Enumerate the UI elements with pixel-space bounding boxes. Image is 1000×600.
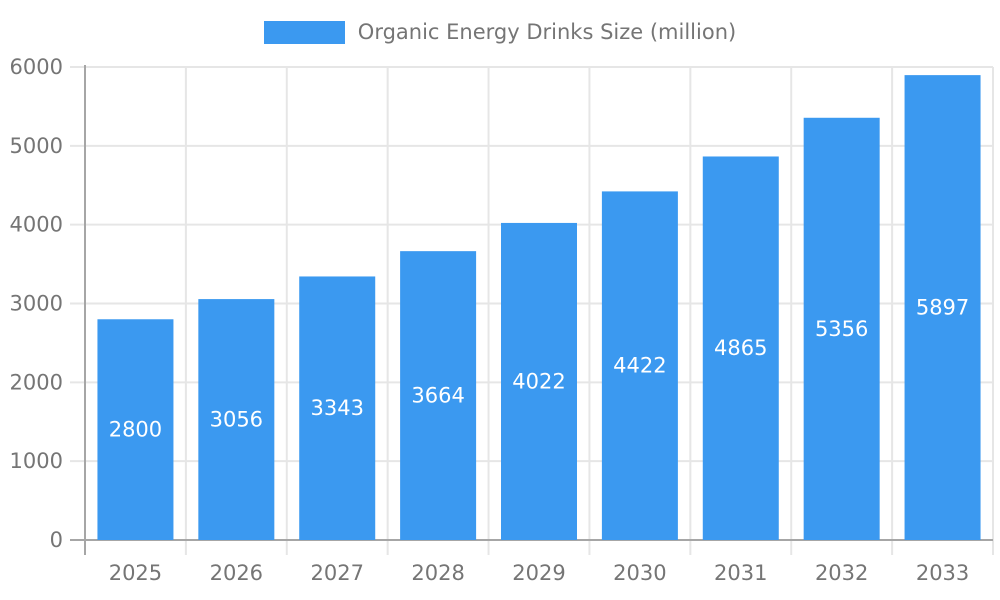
bar-2025[interactable] — [97, 319, 174, 540]
chart-legend[interactable]: Organic Energy Drinks Size (million) — [0, 20, 1000, 45]
x-tick-label: 2033 — [916, 561, 969, 585]
y-tick-label: 6000 — [10, 55, 63, 79]
legend-label: Organic Energy Drinks Size (million) — [357, 20, 737, 44]
bar-value-label: 5356 — [815, 317, 868, 341]
x-tick-label: 2025 — [109, 561, 162, 585]
bar-2030[interactable] — [601, 191, 678, 541]
y-tick-label: 0 — [50, 528, 63, 552]
bar-value-label: 2800 — [109, 418, 162, 442]
bar-value-label: 4422 — [613, 354, 666, 378]
bar-value-label: 3664 — [411, 384, 464, 408]
bar-2031[interactable] — [702, 156, 779, 540]
y-tick-label: 4000 — [10, 213, 63, 237]
x-tick-label: 2027 — [310, 561, 363, 585]
x-tick-label: 2031 — [714, 561, 767, 585]
bar-value-label: 3056 — [210, 408, 263, 432]
bar-value-label: 4865 — [714, 336, 767, 360]
bar-2032[interactable] — [803, 117, 880, 540]
bar-2027[interactable] — [299, 276, 376, 540]
y-tick-label: 2000 — [10, 370, 63, 394]
bar-value-label: 3343 — [310, 396, 363, 420]
bar-value-label: 4022 — [512, 369, 565, 393]
x-tick-label: 2032 — [815, 561, 868, 585]
x-tick-label: 2028 — [411, 561, 464, 585]
legend-swatch[interactable] — [263, 21, 345, 44]
x-tick-label: 2026 — [210, 561, 263, 585]
bar-2026[interactable] — [198, 299, 275, 540]
bar-2033[interactable] — [904, 75, 981, 540]
y-tick-label: 1000 — [10, 449, 63, 473]
y-tick-label: 5000 — [10, 134, 63, 158]
bar-value-label: 5897 — [916, 296, 969, 320]
y-tick-label: 3000 — [10, 292, 63, 316]
x-tick-label: 2030 — [613, 561, 666, 585]
bar-2029[interactable] — [501, 222, 577, 541]
x-tick-label: 2029 — [512, 561, 565, 585]
bar-2028[interactable] — [400, 251, 477, 540]
